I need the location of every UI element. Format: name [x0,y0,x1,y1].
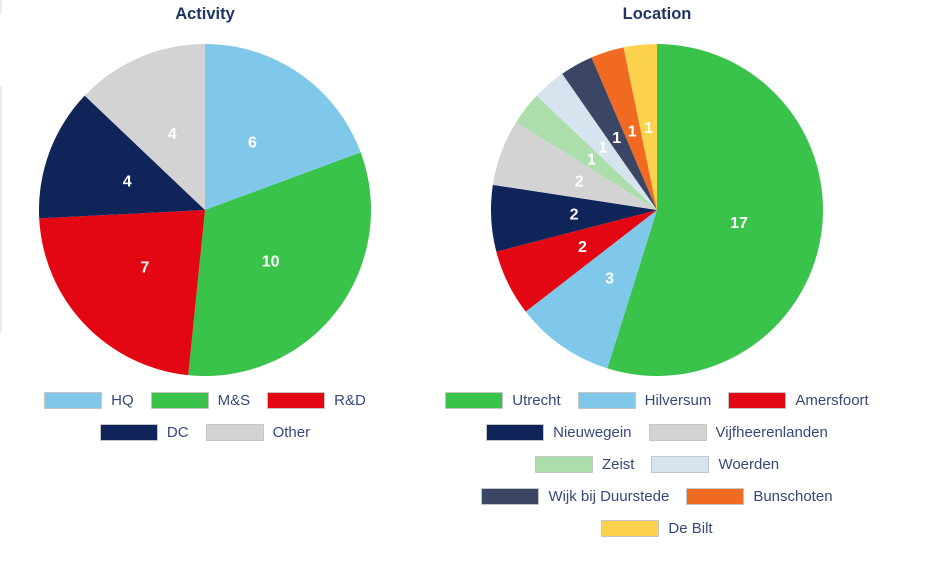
pie-value-label-other: 4 [168,126,177,143]
legend-swatch-m-s [150,392,209,409]
activity-chart-title: Activity [175,5,235,23]
legend-item-other[interactable]: Other [205,424,311,441]
pie-slice-r-d[interactable] [39,210,206,376]
pie-value-label-amersfoort: 2 [578,239,587,256]
pie-value-label-zeist: 1 [587,152,596,169]
legend-item-amersfoort[interactable]: Amersfoort [728,392,869,409]
pie-slice-bunschoten[interactable] [591,47,657,211]
legend-label-vijfheerenlanden: Vijfheerenlanden [715,424,828,441]
legend-label-bunschoten: Bunschoten [753,488,833,505]
location-legend: Utrecht Hilversum Amersfoort Nieuwegein Vijf… [432,391,882,538]
legend-swatch-vijfheerenlanden [648,424,707,441]
pie-slice-zeist[interactable] [516,95,657,210]
legend-label-hilversum: Hilversum [644,392,712,409]
pie-slice-vijfheerenlanden[interactable] [492,122,657,210]
legend-swatch-wijk-bij-duurstede [481,488,540,505]
legend-label-zeist: Zeist [601,456,635,473]
legend-item-m-s[interactable]: M&S [150,392,251,409]
legend-swatch-de-bilt [601,520,660,537]
legend-label-hq: HQ [111,392,134,409]
activity-pie-svg: 6 10 7 4 4 [38,44,372,377]
pie-slice-dc[interactable] [38,95,206,219]
legend-swatch-hq [44,392,103,409]
pie-value-label-dc: 4 [123,174,132,191]
legend-swatch-woerden [651,456,710,473]
location-pie: 17 3 2 2 2 1 1 1 1 1 [487,40,827,380]
legend-label-amersfoort: Amersfoort [795,392,869,409]
location-chart: Location 17 3 2 2 2 1 1 1 1 1 Utrecht Hilversum Ame… [432,0,882,551]
pie-value-label-bunschoten: 1 [628,123,637,140]
legend-row: HQ M&S R&D [15,391,395,410]
activity-legend: HQ M&S R&D DC Other [15,391,395,442]
pie-slice-amersfoort[interactable] [496,210,657,312]
legend-item-hq[interactable]: HQ [44,392,134,409]
legend-row: Wijk bij Duurstede Bunschoten [432,487,882,506]
legend-item-de-bilt[interactable]: De Bilt [601,520,713,537]
legend-swatch-hilversum [577,392,636,409]
pie-slice-hilversum[interactable] [525,210,657,369]
legend-item-wijk-bij-duurstede[interactable]: Wijk bij Duurstede [481,488,669,505]
legend-row: De Bilt [432,519,882,538]
pie-value-label-de-bilt: 1 [644,120,653,137]
pie-value-label-wijk-bij-duurstede: 1 [612,130,621,147]
pie-value-label-woerden: 1 [598,140,607,157]
legend-label-nieuwegein: Nieuwegein [553,424,632,441]
legend-label-r-d: R&D [334,392,366,409]
legend-item-zeist[interactable]: Zeist [534,456,635,473]
legend-item-woerden[interactable]: Woerden [651,456,779,473]
pie-value-label-hq: 6 [248,134,257,151]
legend-item-nieuwegein[interactable]: Nieuwegein [486,424,632,441]
legend-label-m-s: M&S [217,392,251,409]
legend-item-r-d[interactable]: R&D [267,392,366,409]
pie-value-label-hilversum: 3 [605,271,614,288]
legend-swatch-nieuwegein [486,424,545,441]
legend-swatch-dc [99,424,158,441]
legend-swatch-r-d [267,392,326,409]
pie-slice-nieuwegein[interactable] [490,184,657,252]
legend-row: Zeist Woerden [432,455,882,474]
activity-pie: 6 10 7 4 4 [35,40,375,380]
pie-slice-utrecht[interactable] [607,44,823,376]
legend-swatch-amersfoort [728,392,787,409]
legend-swatch-bunschoten [686,488,745,505]
legend-item-bunschoten[interactable]: Bunschoten [686,488,833,505]
pie-value-label-m-s: 10 [262,253,280,270]
pie-value-label-nieuwegein: 2 [570,207,579,224]
left-edge-artifact-middle [0,86,2,332]
legend-label-utrecht: Utrecht [512,392,561,409]
pie-slice-m-s[interactable] [188,152,372,377]
pie-slice-woerden[interactable] [536,73,657,210]
legend-item-utrecht[interactable]: Utrecht [445,392,561,409]
activity-chart: Activity 6 10 7 4 4 HQ M&S R&D DC Other [15,0,395,455]
legend-label-dc: DC [166,424,189,441]
legend-swatch-zeist [534,456,593,473]
pie-slice-de-bilt[interactable] [623,44,657,210]
legend-label-other: Other [272,424,311,441]
location-chart-title: Location [622,5,692,23]
pie-slice-hq[interactable] [205,44,361,210]
pie-value-label-utrecht: 17 [730,215,748,232]
legend-row: DC Other [15,423,395,442]
left-edge-artifact-top [0,0,2,14]
legend-label-wijk-bij-duurstede: Wijk bij Duurstede [548,488,670,505]
pie-slice-wijk-bij-duurstede[interactable] [562,57,657,211]
legend-item-vijfheerenlanden[interactable]: Vijfheerenlanden [648,424,828,441]
pie-value-label-r-d: 7 [140,260,149,277]
legend-item-dc[interactable]: DC [99,424,189,441]
legend-row: Utrecht Hilversum Amersfoort [432,391,882,410]
legend-label-woerden: Woerden [718,456,780,473]
pie-slice-other[interactable] [84,44,205,210]
legend-swatch-other [205,424,264,441]
legend-row: Nieuwegein Vijfheerenlanden [432,423,882,442]
pie-value-label-vijfheerenlanden: 2 [575,174,584,191]
legend-item-hilversum[interactable]: Hilversum [577,392,712,409]
legend-label-de-bilt: De Bilt [668,520,713,537]
legend-swatch-utrecht [445,392,504,409]
